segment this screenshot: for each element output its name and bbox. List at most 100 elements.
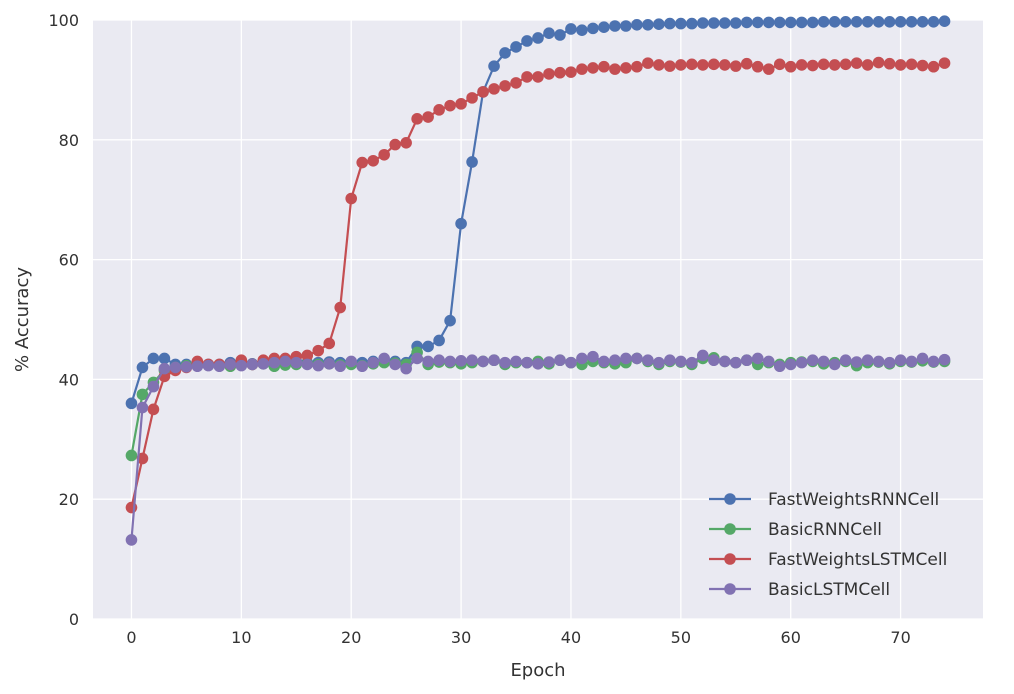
data-point (136, 401, 149, 414)
legend-marker (724, 583, 736, 595)
x-tick-label: 60 (781, 628, 801, 647)
data-point (356, 360, 368, 373)
data-point (301, 349, 314, 362)
x-tick-label: 50 (671, 628, 691, 647)
data-point (894, 354, 907, 367)
legend-label: FastWeightsRNNCell (768, 490, 939, 510)
data-point (565, 66, 577, 78)
data-point (686, 17, 698, 30)
data-point (620, 62, 632, 74)
data-point (400, 136, 412, 149)
y-tick-label: 0 (69, 610, 79, 629)
x-tick-labels: 0 10 20 30 40 50 60 70 (126, 628, 910, 647)
data-point (938, 353, 951, 366)
data-point (653, 59, 665, 71)
data-point (510, 355, 522, 368)
data-point (905, 355, 918, 368)
data-point (620, 20, 632, 32)
data-point (927, 355, 940, 368)
y-tick-labels: 0 20 40 60 80 100 (48, 11, 79, 629)
data-point (850, 57, 863, 69)
data-point (301, 358, 314, 371)
data-point (323, 358, 336, 370)
data-point (444, 355, 456, 368)
legend-marker (724, 523, 736, 535)
data-point (708, 17, 720, 29)
data-point (664, 60, 676, 72)
data-point (751, 60, 764, 73)
data-point (686, 356, 698, 369)
data-point (609, 20, 621, 32)
data-point (455, 217, 467, 230)
data-point (125, 397, 138, 410)
data-point (795, 356, 808, 369)
y-axis-label: % Accuracy (12, 267, 33, 372)
data-point (664, 354, 676, 367)
data-point (631, 352, 643, 365)
data-point (554, 29, 566, 41)
data-point (718, 59, 731, 71)
data-point (125, 534, 138, 546)
data-point (422, 111, 434, 123)
data-point (740, 57, 753, 70)
data-point (532, 358, 544, 370)
data-point (664, 17, 676, 30)
data-point (883, 57, 896, 70)
data-point (861, 354, 874, 367)
data-point (872, 15, 885, 28)
data-point (532, 71, 544, 83)
data-point (729, 60, 742, 72)
data-point (367, 356, 379, 369)
data-point (312, 344, 325, 357)
data-point (169, 361, 182, 374)
data-point (850, 356, 863, 368)
data-point (883, 356, 896, 369)
data-point (850, 15, 863, 28)
data-point (565, 23, 577, 35)
data-point (817, 355, 830, 368)
data-point (477, 355, 489, 368)
data-point (905, 15, 918, 28)
data-point (609, 354, 621, 367)
x-tick-label: 40 (561, 628, 581, 647)
data-point (246, 358, 259, 371)
data-point (279, 355, 292, 368)
data-point (718, 17, 731, 29)
data-point (389, 358, 401, 371)
data-point (543, 68, 555, 80)
data-point (806, 16, 819, 29)
data-point (828, 358, 841, 371)
data-point (740, 16, 753, 29)
data-point (740, 354, 753, 367)
data-point (367, 154, 379, 167)
data-point (872, 56, 885, 69)
data-point (828, 15, 841, 28)
data-point (697, 17, 709, 29)
data-point (378, 352, 390, 365)
data-point (345, 192, 358, 205)
data-point (686, 58, 698, 71)
data-point (323, 337, 336, 350)
data-point (620, 352, 632, 365)
data-point (158, 362, 171, 375)
data-point (642, 354, 654, 367)
data-point (773, 58, 786, 71)
data-point (938, 57, 951, 69)
data-point (729, 17, 742, 29)
data-point (400, 362, 412, 375)
data-point (587, 62, 599, 74)
data-point (554, 66, 566, 79)
data-point (762, 16, 775, 29)
x-tick-label: 20 (341, 628, 361, 647)
data-point (147, 380, 160, 393)
data-point (817, 58, 830, 71)
data-point (312, 359, 325, 372)
data-point (521, 35, 533, 47)
data-point (191, 360, 204, 373)
data-point (598, 60, 610, 73)
data-point (499, 80, 511, 92)
data-point (147, 403, 160, 416)
data-point (905, 58, 918, 71)
data-point (268, 356, 281, 369)
data-point (697, 349, 709, 362)
